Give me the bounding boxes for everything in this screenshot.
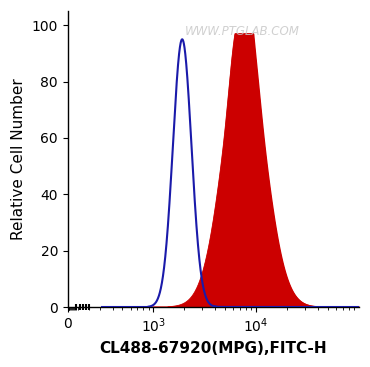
X-axis label: CL488-67920(MPG),FITC-H: CL488-67920(MPG),FITC-H (100, 341, 327, 356)
Text: WWW.PTGLAB.COM: WWW.PTGLAB.COM (185, 25, 300, 38)
Y-axis label: Relative Cell Number: Relative Cell Number (11, 78, 26, 240)
